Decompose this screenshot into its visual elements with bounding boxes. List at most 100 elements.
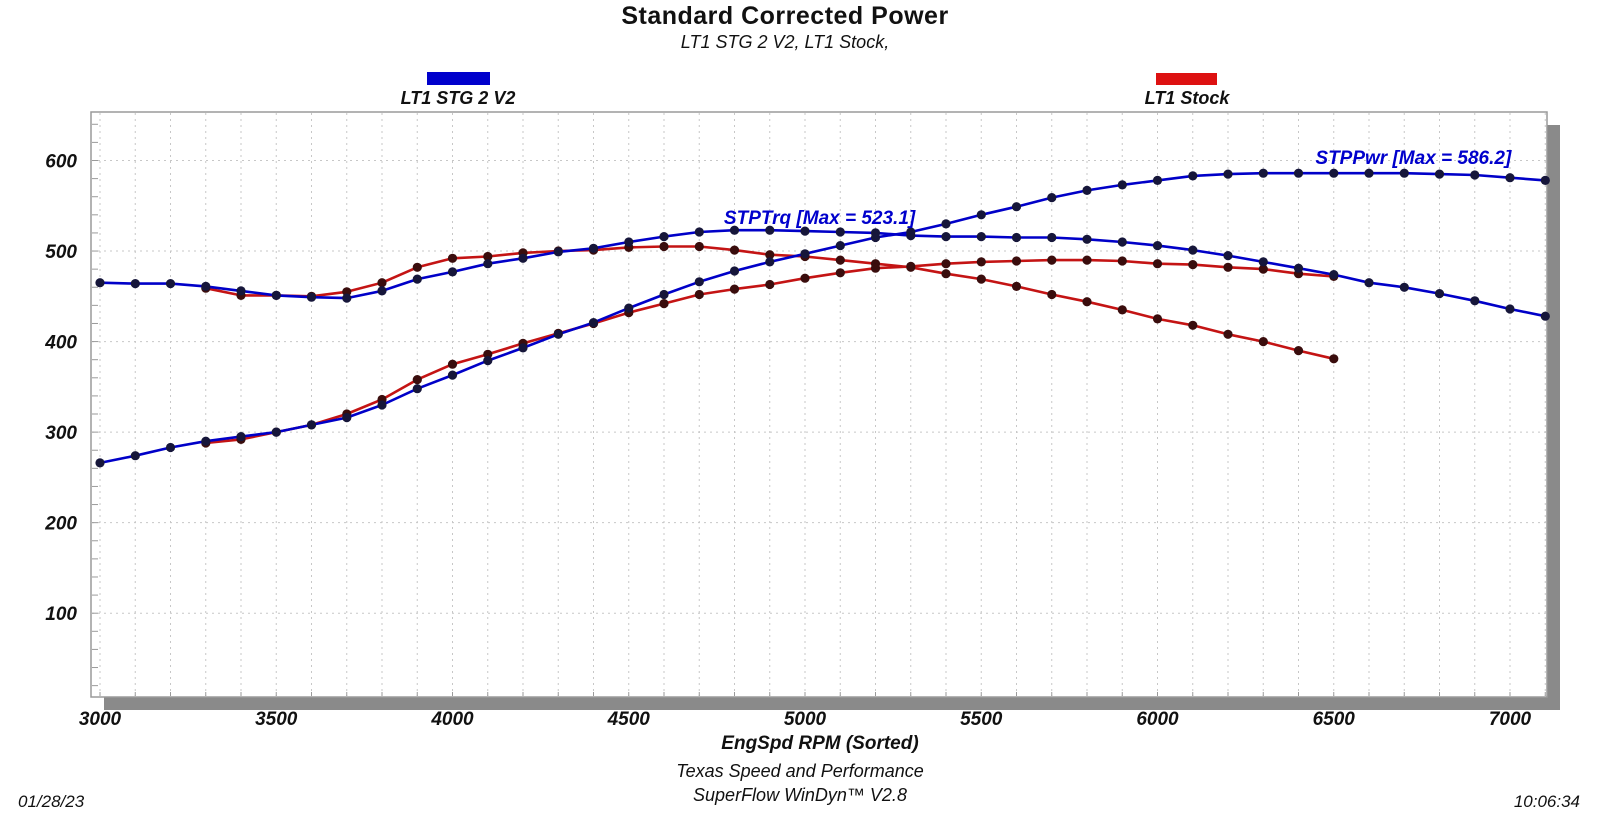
series-marker-torque-lt1-stg-2-v2 [1223,251,1233,261]
series-marker-power-lt1-stg-2-v2 [377,400,387,410]
series-marker-power-lt1-stock [976,257,986,267]
series-marker-power-lt1-stock [1011,256,1022,266]
series-marker-torque-lt1-stock [1188,320,1198,330]
series-marker-power-lt1-stg-2-v2 [1399,168,1409,178]
series-marker-power-lt1-stg-2-v2 [906,227,916,237]
series-marker-power-lt1-stock [1223,262,1233,272]
series-marker-power-lt1-stg-2-v2 [1329,168,1339,178]
series-marker-power-lt1-stg-2-v2 [729,266,740,276]
series-marker-power-lt1-stg-2-v2 [800,249,810,259]
series-line-torque-lt1-stg-2-v2 [99,228,1546,318]
series-marker-torque-lt1-stg-2-v2 [342,293,352,303]
series-marker-power-lt1-stg-2-v2 [870,232,881,243]
series-marker-power-lt1-stg-2-v2 [1258,168,1268,178]
series-marker-power-lt1-stg-2-v2 [1047,193,1057,203]
series-marker-power-lt1-stg-2-v2 [694,277,704,287]
page-title: Standard Corrected Power [621,2,949,30]
series-marker-torque-lt1-stg-2-v2 [729,225,740,235]
series-marker-power-lt1-stg-2-v2 [659,289,669,300]
series-marker-torque-lt1-stock [835,255,845,265]
series-marker-torque-lt1-stg-2-v2 [483,259,493,269]
series-marker-torque-lt1-stg-2-v2 [1258,257,1268,267]
series-marker-torque-lt1-stock [1293,346,1304,356]
series-marker-power-lt1-stg-2-v2 [1082,185,1092,195]
series-marker-power-lt1-stock [659,299,669,309]
series-marker-power-lt1-stg-2-v2 [1188,171,1198,181]
series-marker-torque-lt1-stock [765,250,775,260]
series-marker-torque-lt1-stg-2-v2 [1011,232,1022,243]
series-marker-torque-lt1-stg-2-v2 [1540,311,1550,321]
series-marker-torque-lt1-stock [694,241,704,252]
series-marker-torque-lt1-stg-2-v2 [624,237,634,247]
series-marker-torque-lt1-stg-2-v2 [1293,263,1304,273]
series-marker-power-lt1-stock [694,289,704,300]
series-marker-torque-lt1-stg-2-v2 [1152,241,1163,251]
series-marker-torque-lt1-stock [483,251,493,262]
series-marker-torque-lt1-stg-2-v2 [1047,232,1057,243]
series-marker-torque-lt1-stg-2-v2 [1082,234,1092,244]
series-marker-torque-lt1-stock [659,241,669,252]
series-marker-torque-lt1-stg-2-v2 [1470,296,1480,306]
series-marker-power-lt1-stock [447,359,458,369]
series-marker-power-lt1-stock [870,263,881,273]
x-tick-label: 4000 [430,709,474,730]
series-marker-power-lt1-stg-2-v2 [518,343,528,353]
series-marker-power-lt1-stock [1152,259,1163,269]
x-tick-label: 3500 [255,709,298,730]
series-marker-torque-lt1-stg-2-v2 [518,253,528,263]
series-marker-torque-lt1-stg-2-v2 [694,227,704,237]
series-marker-power-lt1-stg-2-v2 [1223,169,1233,179]
y-tick-label: 300 [45,423,77,444]
series-marker-torque-lt1-stg-2-v2 [1329,270,1339,280]
legend-label-lt1-stock: LT1 Stock [1144,88,1230,108]
series-marker-torque-lt1-stock [1152,314,1163,324]
series-marker-power-lt1-stock [941,259,951,269]
series-marker-torque-lt1-stg-2-v2 [659,232,669,242]
series-marker-power-lt1-stg-2-v2 [201,436,211,446]
series-marker-torque-lt1-stg-2-v2 [800,226,810,236]
series-marker-torque-lt1-stg-2-v2 [553,247,563,257]
footer-date: 01/28/23 [18,792,85,811]
series-marker-torque-lt1-stg-2-v2 [236,286,246,296]
series-marker-power-lt1-stg-2-v2 [1293,168,1304,178]
y-tick-label: 100 [45,604,77,625]
series-marker-torque-lt1-stock [1011,281,1022,291]
annotation-stppwr: STPPwr [Max = 586.2] [1315,148,1512,169]
series-marker-torque-lt1-stg-2-v2 [306,292,317,302]
series-marker-torque-lt1-stg-2-v2 [271,290,281,300]
series-marker-torque-lt1-stg-2-v2 [165,279,176,289]
series-marker-power-lt1-stg-2-v2 [1364,168,1374,178]
series-marker-torque-lt1-stg-2-v2 [377,286,387,296]
y-tick-label: 400 [44,333,77,354]
series-marker-power-lt1-stg-2-v2 [306,420,317,430]
series-marker-power-lt1-stock [729,284,740,294]
x-tick-label: 5000 [784,709,827,730]
series-marker-torque-lt1-stock [941,269,951,279]
series-marker-power-lt1-stg-2-v2 [835,241,845,251]
series-line-power-lt1-stg-2-v2 [99,171,1546,465]
x-tick-label: 4500 [607,709,651,730]
series-marker-power-lt1-stock [906,261,916,271]
series-marker-torque-lt1-stock [377,278,387,288]
series-marker-power-lt1-stg-2-v2 [95,458,105,468]
series-marker-power-lt1-stg-2-v2 [483,356,493,366]
footer-time: 10:06:34 [1513,792,1580,811]
plot-panel [90,111,1548,698]
series-marker-power-lt1-stock [412,375,422,385]
y-tick-label: 500 [45,242,77,263]
series-marker-torque-lt1-stg-2-v2 [201,281,211,291]
series-marker-power-lt1-stock [1082,255,1092,265]
series-marker-torque-lt1-stg-2-v2 [412,274,422,284]
series-marker-power-lt1-stg-2-v2 [342,413,352,423]
x-axis-title: EngSpd RPM (Sorted) [721,733,919,754]
series-marker-power-lt1-stock [1258,264,1268,274]
series-marker-torque-lt1-stg-2-v2 [588,243,599,253]
annotation-stptrq: STPTrq [Max = 523.1] [724,208,916,229]
x-tick-label: 6000 [1136,709,1179,730]
series-marker-power-lt1-stg-2-v2 [765,257,775,267]
series-marker-torque-lt1-stg-2-v2 [1399,282,1409,292]
series-marker-torque-lt1-stock [1223,329,1233,339]
series-marker-torque-lt1-stock [729,245,740,255]
series-marker-torque-lt1-stock [976,274,986,284]
